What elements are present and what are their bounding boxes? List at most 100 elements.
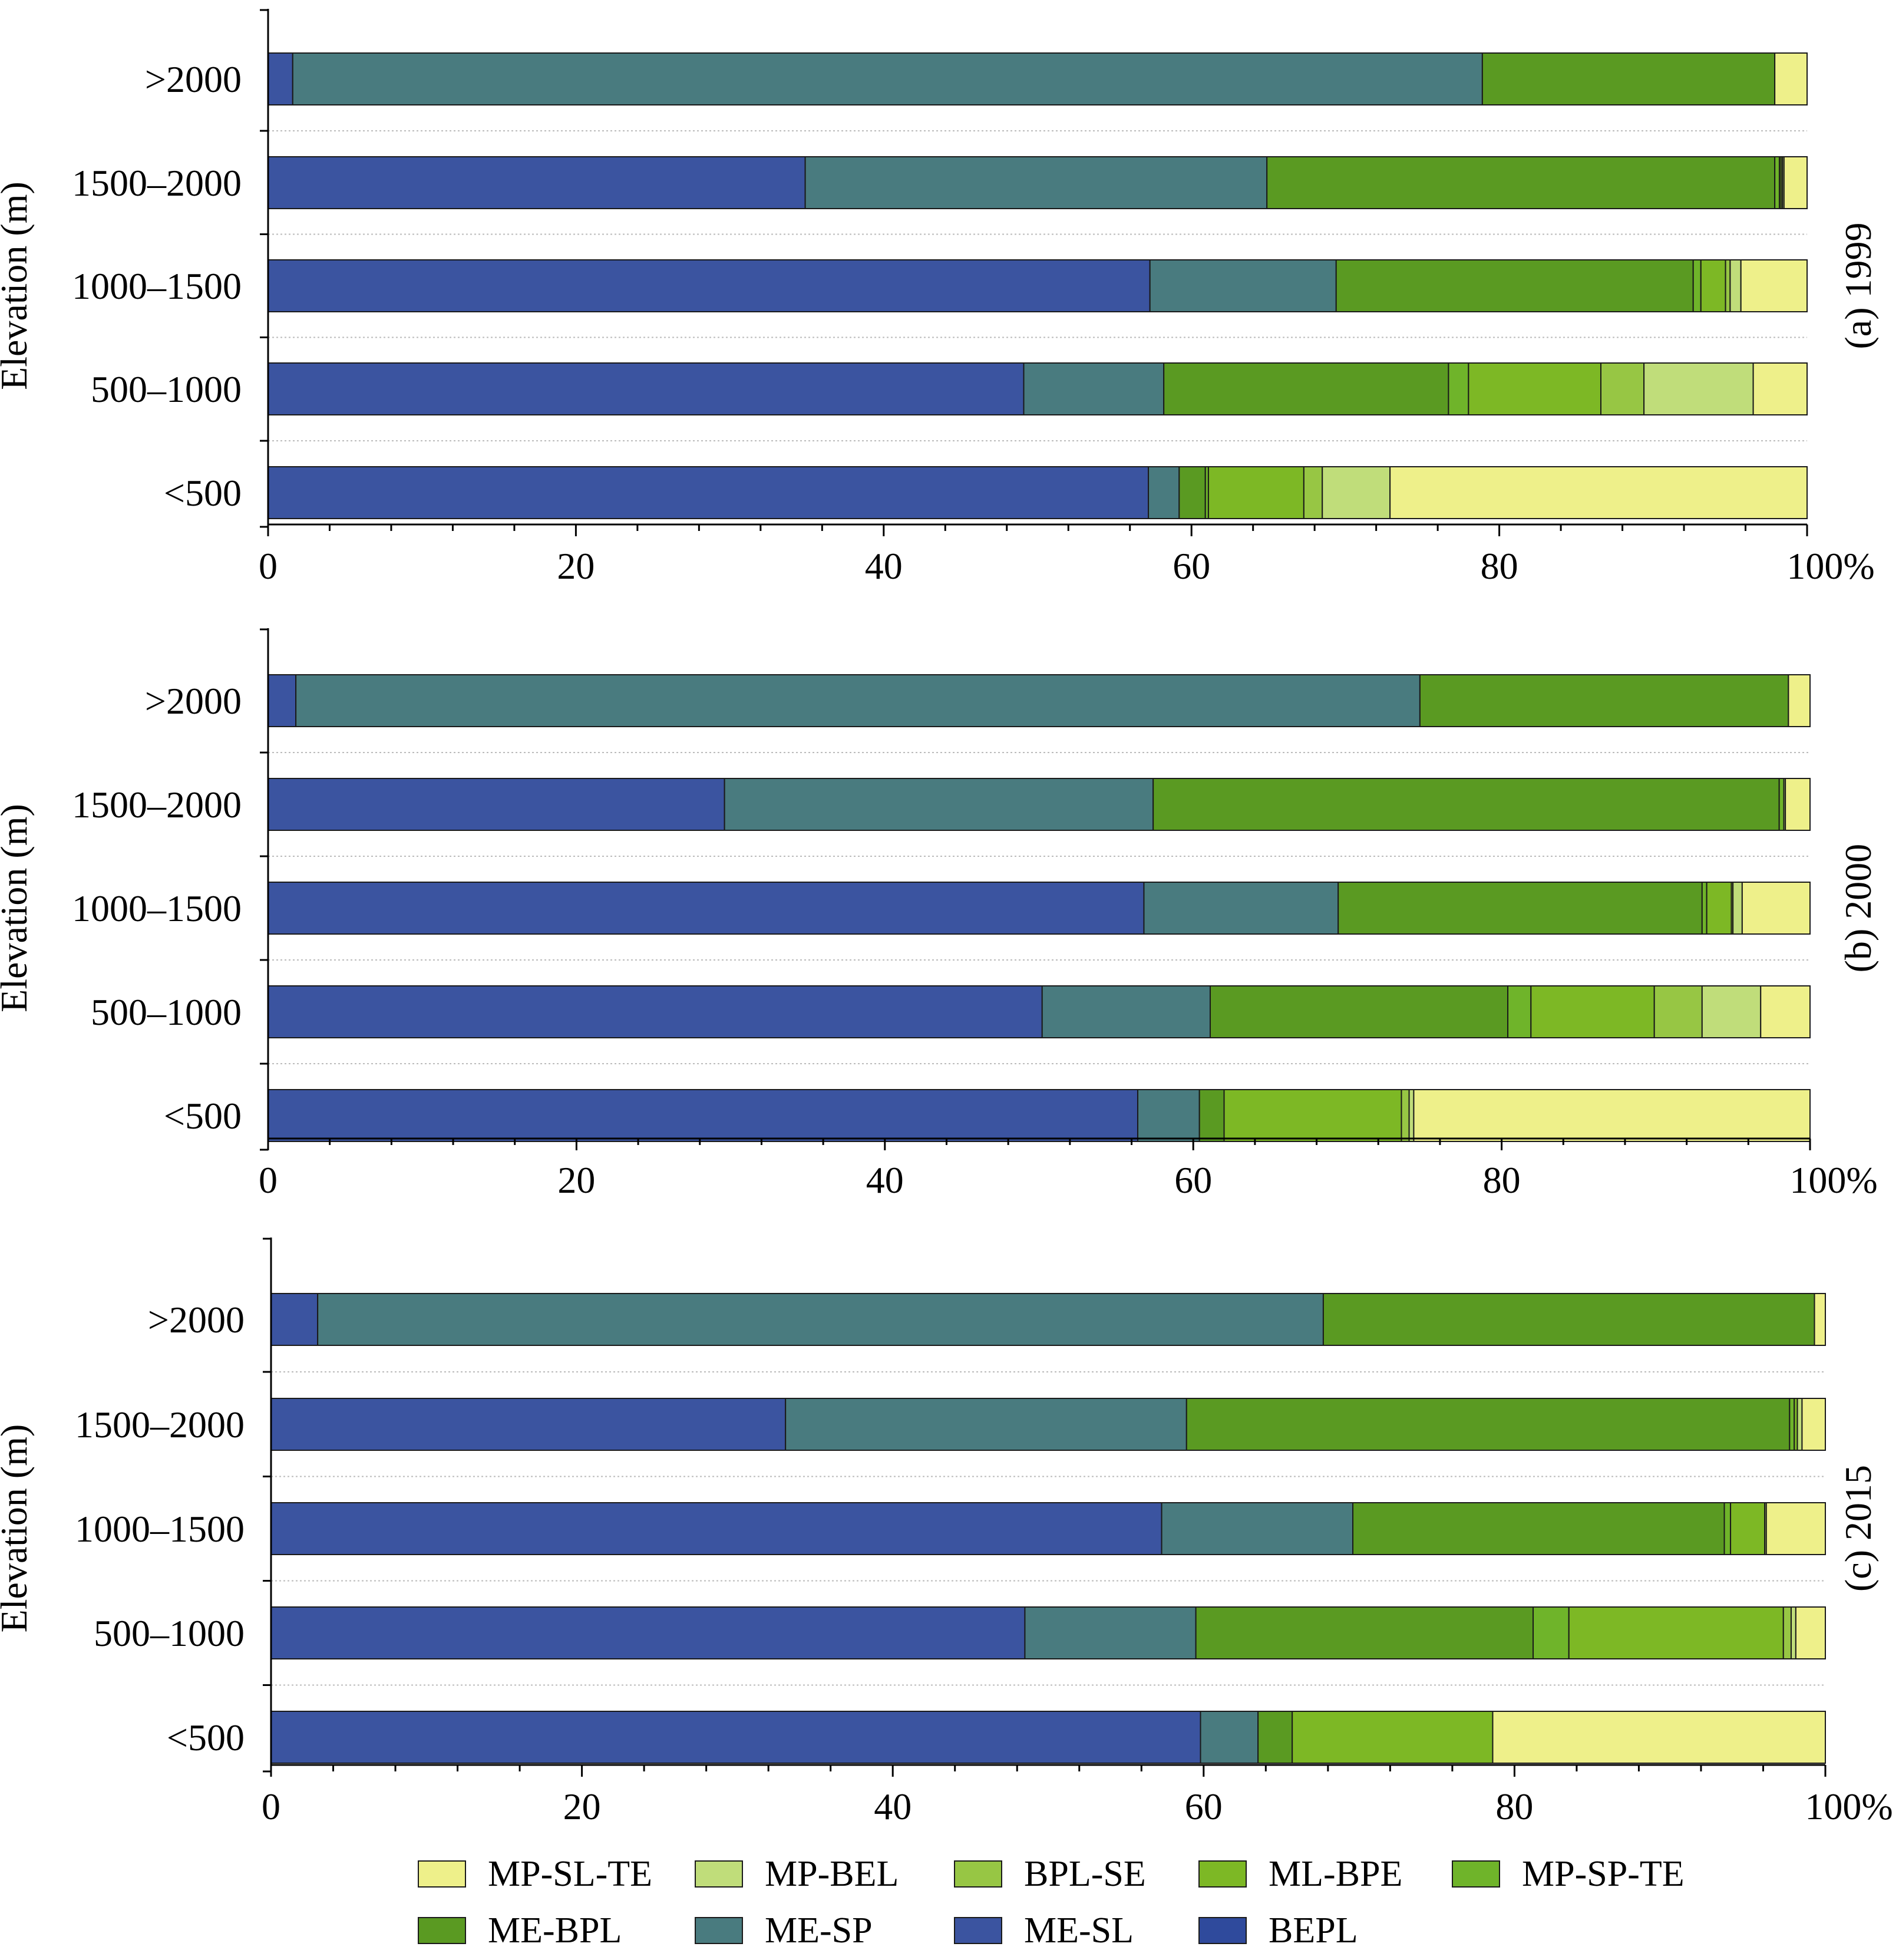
legend-label: BPL-SE: [1024, 1854, 1146, 1894]
panel-label: (a) 1999: [1837, 222, 1879, 349]
bar-segment-ml-bpe: [1207, 466, 1304, 519]
bar-segment-me-bpl: [1337, 882, 1703, 935]
bar-segment-me-sp: [785, 1398, 1187, 1451]
bar-segment-mp-sp-te: [1507, 985, 1532, 1038]
bar-segment-bpl-se: [1782, 1606, 1792, 1659]
bar-segment-me-bpl: [1195, 1606, 1534, 1659]
bar-segment-mp-sl-te: [1760, 985, 1811, 1038]
bar-segment-me-sl: [267, 362, 1025, 415]
bar-segment-ml-bpe: [1468, 362, 1601, 415]
bar-segment-mp-sp-te: [1448, 362, 1469, 415]
bar-segment-mp-sl-te: [1801, 1398, 1826, 1451]
bar-segment-me-sp: [292, 52, 1483, 105]
bar-segment-mp-bel: [1643, 362, 1754, 415]
bar-segment-mp-sl-te: [1740, 259, 1808, 312]
bar-segment-mp-sp-te: [1774, 156, 1780, 209]
x-tick-label: 40: [865, 545, 903, 587]
bar-segment-mp-sl-te: [1413, 1089, 1811, 1142]
bar-segment-mp-bel: [1729, 259, 1742, 312]
bar-segment-me-sp: [804, 156, 1268, 209]
legend-item: BPL-SE: [954, 1854, 1146, 1894]
category-tick-label: >2000: [148, 1299, 245, 1341]
category-tick-label: <500: [164, 1095, 242, 1137]
category-tick-label: >2000: [145, 680, 242, 722]
category-tick-label: >2000: [145, 58, 242, 100]
bar-segment-me-bpl: [1163, 362, 1449, 415]
category-tick-label: <500: [164, 472, 242, 514]
panel-2: >2000 1500–2000 1000–1500 500–1000 <500 0 20 40…: [0, 628, 1879, 1201]
legend-item: ME-SL: [954, 1910, 1134, 1951]
bar-segment-me-sp: [295, 674, 1421, 727]
category-tick-label: 1500–2000: [75, 1404, 245, 1446]
panel-3: >2000 1500–2000 1000–1500 500–1000 <500 0 20 40…: [0, 1238, 1893, 1827]
category-tick-label: 500–1000: [91, 991, 242, 1033]
bar-segment-mp-sl-te: [1389, 466, 1808, 519]
bar-segment-me-sl: [267, 1089, 1138, 1142]
bar-segment-me-sp: [317, 1293, 1324, 1346]
bar-segment-me-bpl: [1198, 1089, 1225, 1142]
x-tick-label: 20: [563, 1786, 601, 1827]
bar-segment-me-bpl: [1152, 778, 1780, 831]
bar-segment-mp-sl-te: [1765, 1502, 1827, 1555]
panel-label: (c) 2015: [1837, 1465, 1879, 1592]
x-tick-label: 60: [1174, 1159, 1212, 1201]
category-tick-label: 500–1000: [94, 1612, 245, 1654]
legend-item: ME-SP: [695, 1910, 873, 1951]
y-axis-title: Elevation (m): [0, 1424, 35, 1633]
x-tick-label: 80: [1495, 1786, 1533, 1827]
bar-segment-mp-sp-te: [1692, 259, 1702, 312]
legend-swatch: [1198, 1917, 1247, 1944]
bar-segment-mp-sl-te: [1783, 156, 1808, 209]
category-tick-label: 1000–1500: [75, 1508, 245, 1550]
legend-label: MP-SP-TE: [1522, 1854, 1685, 1894]
legend-item: MP-BEL: [695, 1854, 899, 1894]
legend-item: MP-SL-TE: [418, 1854, 652, 1894]
category-tick-label: 500–1000: [91, 368, 242, 410]
bar-segment-mp-bel: [1790, 1606, 1796, 1659]
bar-segment-me-sl: [267, 156, 806, 209]
category-tick-label: 1000–1500: [72, 265, 242, 307]
bar-segment-me-bpl: [1178, 466, 1206, 519]
x-tick-label: 80: [1483, 1159, 1521, 1201]
bar-segment-mp-sl-te: [1774, 52, 1808, 105]
bar-segment-ml-bpe: [1700, 259, 1726, 312]
legend-label: ME-SP: [765, 1910, 873, 1951]
x-tick-label: 100%: [1786, 545, 1874, 587]
bar-segment-me-bpl: [1266, 156, 1776, 209]
panel-label: (b) 2000: [1837, 844, 1879, 973]
x-tick-label: 100%: [1789, 1159, 1877, 1201]
bar-segment-bpl-se: [1600, 362, 1645, 415]
bar-segment-mp-sl-te: [1814, 1293, 1826, 1346]
bar-segment-me-sl: [267, 52, 293, 105]
legend-swatch: [1452, 1860, 1500, 1888]
bar-segment-mp-sl-te: [1795, 1606, 1826, 1659]
bar-segment-me-sp: [724, 778, 1154, 831]
legend-item: MP-SP-TE: [1452, 1854, 1685, 1894]
bar-segment-me-bpl: [1352, 1502, 1725, 1555]
bar-segment-ml-bpe: [1223, 1089, 1402, 1142]
y-axis-title: Elevation (m): [0, 804, 35, 1012]
bar-segment-me-sl: [270, 1606, 1026, 1659]
bar-segment-mp-sl-te: [1492, 1711, 1826, 1764]
legend-swatch: [418, 1860, 466, 1888]
bar-segment-me-sl: [270, 1398, 787, 1451]
legend-label: ME-BPL: [488, 1910, 622, 1951]
bar-segment-mp-sl-te: [1785, 778, 1811, 831]
x-tick-label: 20: [557, 545, 595, 587]
bar-segment-mp-bel: [1408, 1089, 1415, 1142]
bar-segment-me-sp: [1024, 1606, 1197, 1659]
legend-item: BEPL: [1198, 1910, 1358, 1951]
legend-label: MP-SL-TE: [488, 1854, 652, 1894]
x-tick-label: 0: [259, 545, 278, 587]
x-tick-label: 60: [1173, 545, 1210, 587]
bar-segment-bpl-se: [1653, 985, 1703, 1038]
bar-segment-me-sl: [270, 1293, 319, 1346]
x-tick-label: 60: [1185, 1786, 1223, 1827]
bar-segment-me-bpl: [1185, 1398, 1791, 1451]
y-axis-title: Elevation (m): [0, 182, 35, 390]
legend-label: BEPL: [1269, 1910, 1358, 1951]
bar-segment-mp-sl-te: [1741, 882, 1811, 935]
panel-1: >2000 1500–2000 1000–1500 500–1000 <500 0 20 40…: [0, 9, 1879, 587]
x-tick-label: 100%: [1805, 1786, 1893, 1827]
x-tick-label: 80: [1481, 545, 1518, 587]
